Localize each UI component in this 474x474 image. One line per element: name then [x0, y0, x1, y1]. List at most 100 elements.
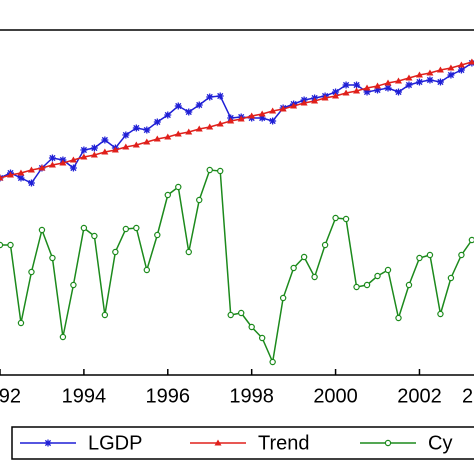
series-line: [0, 169, 473, 365]
point: [7, 241, 14, 249]
point: [458, 251, 465, 259]
point: [69, 156, 77, 163]
point: [447, 64, 455, 71]
point: [206, 93, 214, 101]
legend-box: [11, 426, 474, 460]
point: [227, 311, 234, 319]
point: [38, 226, 46, 234]
point: [48, 154, 56, 162]
point: [0, 241, 4, 249]
point: [311, 97, 319, 104]
point: [17, 174, 25, 182]
point: [154, 231, 161, 239]
point: [80, 153, 88, 160]
point: [332, 214, 339, 222]
point: [17, 319, 25, 327]
point: [153, 118, 161, 126]
point: [185, 248, 192, 256]
point: [27, 166, 35, 173]
point: [48, 161, 56, 168]
point: [195, 125, 203, 132]
x-tick-label: 2002: [397, 385, 442, 407]
point: [290, 264, 297, 272]
series-line: [0, 61, 473, 179]
point: [342, 215, 350, 223]
point: [426, 69, 434, 76]
point: [395, 314, 402, 322]
point: [279, 294, 287, 302]
point: [90, 151, 98, 158]
x-tick-label: 1994: [62, 385, 107, 407]
point: [133, 224, 140, 232]
point: [6, 171, 14, 178]
legend-label: LGDP: [88, 432, 142, 454]
point: [196, 196, 203, 204]
series: [0, 166, 474, 366]
point: [342, 81, 350, 89]
point: [436, 78, 444, 86]
point: [269, 107, 277, 114]
point: [237, 115, 245, 122]
point: [394, 77, 402, 84]
point: [405, 81, 413, 89]
point: [447, 274, 455, 282]
legend-marker: [214, 439, 222, 446]
plot-frame: [0, 29, 474, 376]
point: [90, 144, 98, 152]
point: [290, 102, 298, 109]
point: [415, 78, 423, 86]
point: [269, 117, 277, 125]
x-tick-label: 1996: [146, 385, 191, 407]
point: [164, 111, 172, 119]
point: [384, 79, 392, 86]
point: [132, 124, 140, 132]
point: [447, 71, 455, 79]
point: [363, 281, 371, 289]
point: [332, 88, 340, 96]
x-tick-label: 1998: [229, 385, 274, 407]
point: [80, 224, 88, 232]
point: [91, 232, 98, 240]
point: [363, 84, 371, 91]
point: [0, 174, 4, 181]
point: [217, 167, 224, 175]
point: [311, 273, 318, 281]
point: [258, 114, 266, 122]
series: [0, 59, 474, 187]
point: [122, 143, 130, 150]
legend-label: Cy: [428, 432, 452, 454]
legend-label: Trend: [258, 432, 310, 454]
point: [279, 105, 287, 112]
point: [426, 76, 434, 84]
point: [28, 268, 35, 276]
point: [353, 87, 361, 94]
point: [300, 99, 308, 106]
point: [143, 266, 151, 274]
point: [248, 323, 255, 331]
point: [216, 120, 224, 127]
point: [384, 266, 392, 274]
point: [269, 358, 276, 366]
point: [195, 101, 203, 109]
legend-marker: [44, 439, 52, 447]
point: [17, 169, 25, 176]
point: [122, 131, 130, 139]
point: [436, 66, 444, 73]
point: [426, 251, 434, 259]
point: [101, 148, 109, 155]
point: [101, 311, 109, 319]
point: [174, 102, 182, 110]
point: [164, 191, 171, 199]
point: [416, 254, 423, 262]
point: [363, 88, 371, 96]
point: [143, 126, 151, 134]
point: [457, 61, 465, 68]
point: [101, 136, 109, 144]
point: [174, 130, 182, 137]
point: [49, 254, 56, 262]
point: [216, 92, 224, 100]
point: [374, 272, 381, 280]
point: [175, 183, 182, 191]
